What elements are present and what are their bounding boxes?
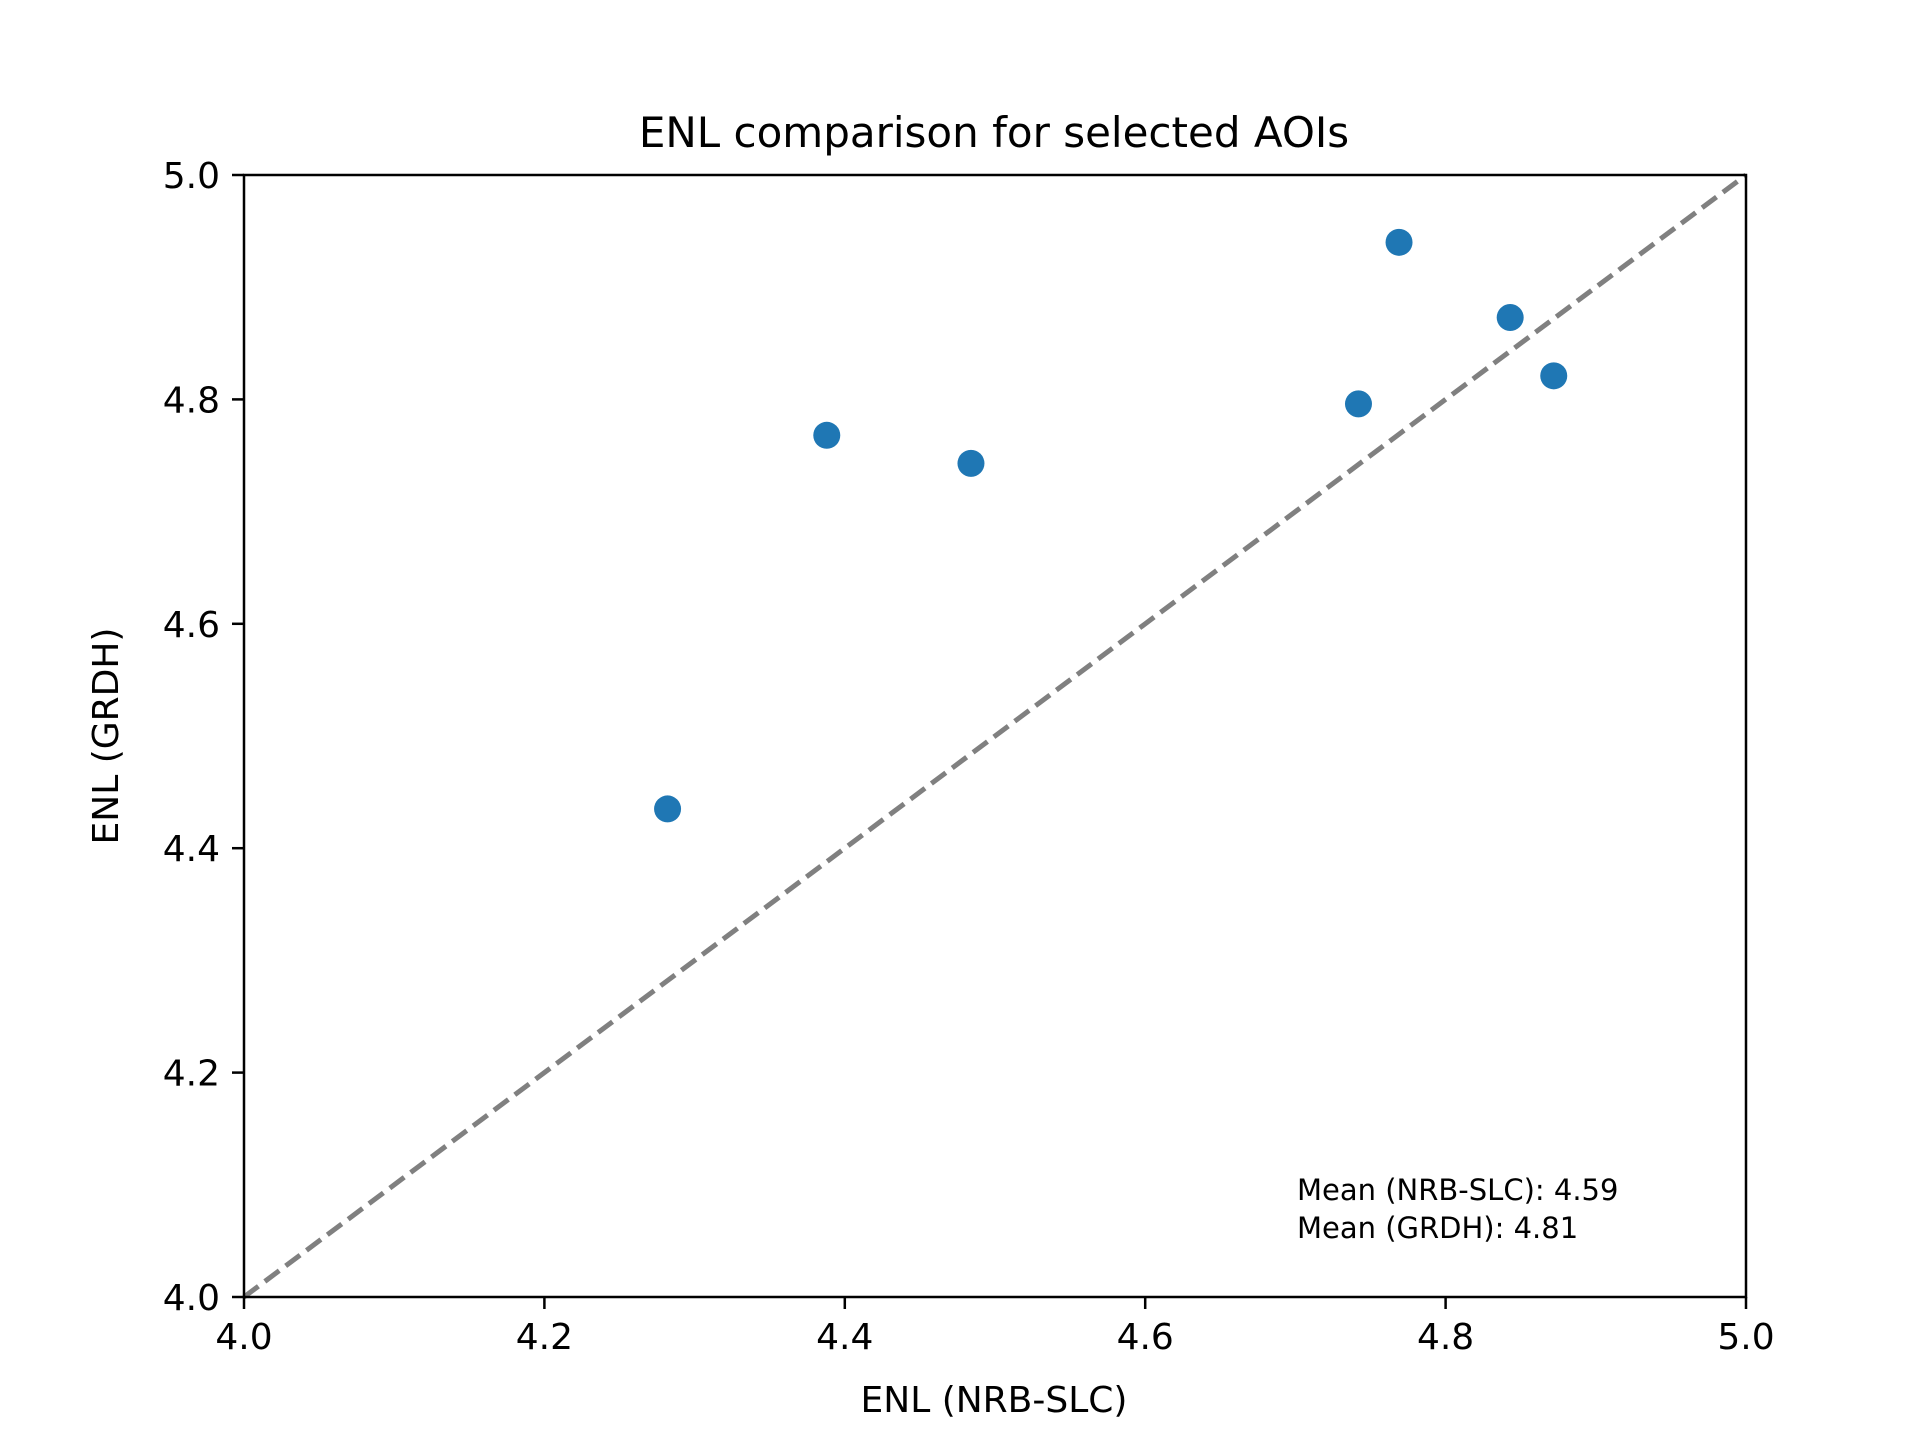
data-point-2 [813,421,841,449]
annotation-mean-grdh: Mean (GRDH): 4.81 [1297,1211,1578,1245]
x-tick-label: 4.4 [816,1317,873,1358]
y-axis-label: ENL (GRDH) [86,628,127,845]
data-point-6 [1496,303,1524,331]
y-tick-label: 4.4 [163,829,220,870]
x-tick-label: 4.8 [1417,1317,1474,1358]
x-axis-label: ENL (NRB-SLC) [861,1380,1128,1421]
y-tick-label: 4.0 [163,1278,220,1319]
plot-frame [242,173,1748,1299]
annotation-mean-nrb-slc: Mean (NRB-SLC): 4.59 [1297,1173,1618,1207]
data-point-7 [1540,362,1568,390]
x-tick-label: 4.2 [516,1317,573,1358]
x-tick-label: 5.0 [1717,1317,1774,1358]
data-point-1 [654,795,682,823]
axes-layer: 4.0 4.2 4.4 4.6 4.8 5.0 4.0 4.2 4.4 4.6 4.8 5.0 [163,156,1775,1358]
x-tick-label: 4.0 [215,1317,272,1358]
chart-title: ENL comparison for selected AOIs [639,108,1349,157]
y-tick-label: 5.0 [163,156,220,197]
text-layer: ENL comparison for selected AOIs ENL (NR… [86,108,1618,1421]
data-point-4 [1344,390,1372,418]
data-point-5 [1385,228,1413,256]
reference-line-y-equals-x [242,172,1748,1300]
reference-line-layer [242,172,1748,1300]
data-point-3 [957,449,985,477]
x-tick-label: 4.6 [1117,1317,1174,1358]
y-tick-label: 4.8 [163,380,220,421]
y-tick-label: 4.2 [163,1054,220,1095]
points-layer [654,228,1568,823]
y-tick-label: 4.6 [163,605,220,646]
